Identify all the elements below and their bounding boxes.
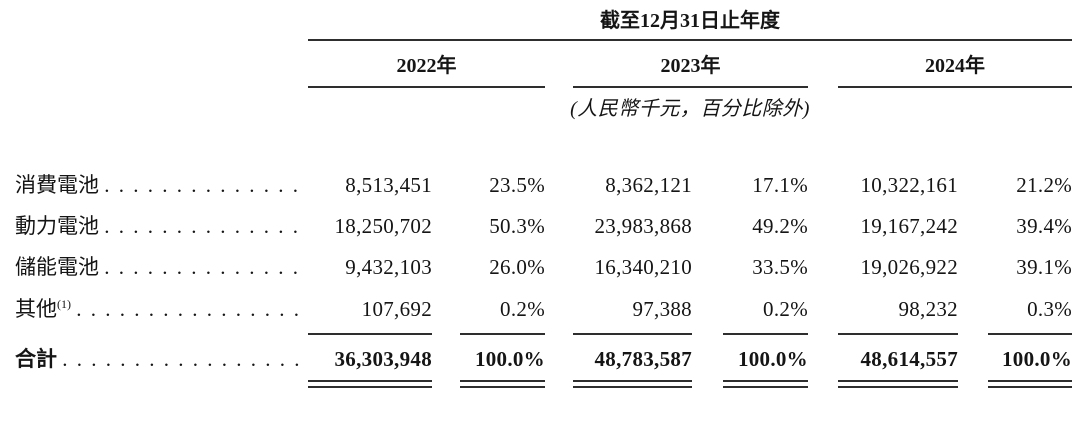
pct-2023: 17.1% xyxy=(752,173,808,197)
total-pct-2024: 100.0% xyxy=(988,333,1073,388)
total-value-2022: 36,303,948 xyxy=(308,333,432,388)
year-header-2024: 2024年 xyxy=(838,40,1073,88)
spacer-row xyxy=(0,121,1072,165)
spacer-cell xyxy=(692,206,723,247)
spacer-cell xyxy=(692,247,723,288)
spacer-cell xyxy=(545,40,573,87)
value-2024: 10,322,161 xyxy=(860,173,958,197)
spacer-cell xyxy=(545,334,573,387)
unit-note: (人民幣千元，百分比除外) xyxy=(570,98,810,120)
table-row-power-batteries: 動力電池 . . . . . . . . . . . . . . . . . .… xyxy=(0,206,1072,247)
spacer-cell xyxy=(808,40,838,87)
spacer-cell xyxy=(432,165,460,206)
row-label: 消費電池 xyxy=(15,173,99,197)
spacer-cell xyxy=(432,206,460,247)
pct-2024: 39.1% xyxy=(1016,255,1073,280)
pct-2023: 0.2% xyxy=(723,288,808,335)
pct-2023: 33.5% xyxy=(752,255,808,280)
table-row-others: 其他(1) . . . . . . . . . . . . . . . . . … xyxy=(0,288,1073,335)
revenue-breakdown-table: 截至12月31日止年度 2022年 2023年 2024年 (人民幣千元，百分比… xyxy=(0,0,1073,388)
spacer-cell xyxy=(808,165,838,206)
spacer-cell xyxy=(958,289,988,334)
value-2023: 16,340,210 xyxy=(594,255,692,280)
total-value-2023: 48,783,587 xyxy=(573,333,692,388)
row-label: 合計 xyxy=(15,346,57,371)
value-2022: 107,692 xyxy=(308,288,432,335)
table-row-total: 合計 . . . . . . . . . . . . . . . . . . .… xyxy=(0,333,1073,388)
year-header-row: 2022年 2023年 2024年 xyxy=(0,40,1073,88)
pct-2024: 39.4% xyxy=(1016,214,1073,239)
row-label-cell: 動力電池 . . . . . . . . . . . . . . . . . .… xyxy=(0,206,308,247)
dot-leader: . . . . . . . . . . . . . . . . . . . . … xyxy=(62,346,308,371)
row-label: 其他 xyxy=(15,296,57,321)
footnote-marker: (1) xyxy=(57,296,71,311)
row-label-cell: 其他(1) . . . . . . . . . . . . . . . . . … xyxy=(0,289,308,334)
row-label-cell: 消費電池 . . . . . . . . . . . . . . . . . .… xyxy=(0,165,308,206)
value-2024: 98,232 xyxy=(838,288,958,335)
spacer-cell xyxy=(692,165,723,206)
value-2024: 19,026,922 xyxy=(860,255,958,280)
row-label-cell: 合計 . . . . . . . . . . . . . . . . . . .… xyxy=(0,334,308,387)
spacer-cell xyxy=(432,247,460,288)
year-header-2022: 2022年 xyxy=(308,40,545,88)
spacer-cell xyxy=(808,247,838,288)
value-2022: 18,250,702 xyxy=(334,214,432,239)
spacer-cell xyxy=(692,289,723,334)
spacer-cell xyxy=(432,334,460,387)
spacer-cell xyxy=(692,334,723,387)
value-2023: 97,388 xyxy=(573,288,692,335)
unit-note-row: (人民幣千元，百分比除外) xyxy=(0,87,1072,121)
spacer-cell xyxy=(0,0,308,40)
period-header: 截至12月31日止年度 xyxy=(308,0,1073,41)
spacer-cell xyxy=(0,87,308,121)
spacer-cell xyxy=(432,289,460,334)
pct-2024: 21.2% xyxy=(1016,173,1073,197)
total-pct-2023: 100.0% xyxy=(723,333,808,388)
row-label-cell: 儲能電池 . . . . . . . . . . . . . . . . . .… xyxy=(0,247,308,288)
pct-2022: 50.3% xyxy=(489,214,545,239)
dot-leader: . . . . . . . . . . . . . . . . . . . . … xyxy=(104,173,308,197)
spacer-cell xyxy=(0,40,308,87)
spacer-cell xyxy=(958,165,988,206)
value-2022: 8,513,451 xyxy=(345,173,432,197)
spacer-cell xyxy=(808,334,838,387)
table-row-energy-storage-batteries: 儲能電池 . . . . . . . . . . . . . . . . . .… xyxy=(0,247,1072,288)
value-2023: 8,362,121 xyxy=(605,173,692,197)
pct-2024: 0.3% xyxy=(988,288,1073,335)
row-label: 儲能電池 xyxy=(15,255,99,280)
spacer-cell xyxy=(0,121,1072,165)
dot-leader: . . . . . . . . . . . . . . . . . . . . … xyxy=(104,214,308,239)
pct-2023: 49.2% xyxy=(752,214,808,239)
row-label: 動力電池 xyxy=(15,214,99,239)
spacer-cell xyxy=(545,206,573,247)
spacer-cell xyxy=(545,289,573,334)
pct-2022: 26.0% xyxy=(489,255,545,280)
dot-leader: . . . . . . . . . . . . . . . . . . . . … xyxy=(76,296,308,321)
pct-2022: 23.5% xyxy=(489,173,545,197)
table-row-consumer-batteries: 消費電池 . . . . . . . . . . . . . . . . . .… xyxy=(0,165,1072,206)
year-header-2023: 2023年 xyxy=(573,40,808,88)
spacer-cell xyxy=(808,206,838,247)
value-2022: 9,432,103 xyxy=(345,255,432,280)
spacer-cell xyxy=(958,206,988,247)
spacer-cell xyxy=(545,165,573,206)
total-pct-2022: 100.0% xyxy=(460,333,545,388)
value-2023: 23,983,868 xyxy=(594,214,692,239)
spacer-cell xyxy=(545,247,573,288)
period-header-row: 截至12月31日止年度 xyxy=(0,0,1073,41)
spacer-cell xyxy=(808,289,838,334)
spacer-cell xyxy=(958,334,988,387)
value-2024: 19,167,242 xyxy=(860,214,958,239)
total-value-2024: 48,614,557 xyxy=(838,333,958,388)
dot-leader: . . . . . . . . . . . . . . . . . . . . … xyxy=(104,255,308,280)
spacer-cell xyxy=(958,247,988,288)
pct-2022: 0.2% xyxy=(460,288,545,335)
